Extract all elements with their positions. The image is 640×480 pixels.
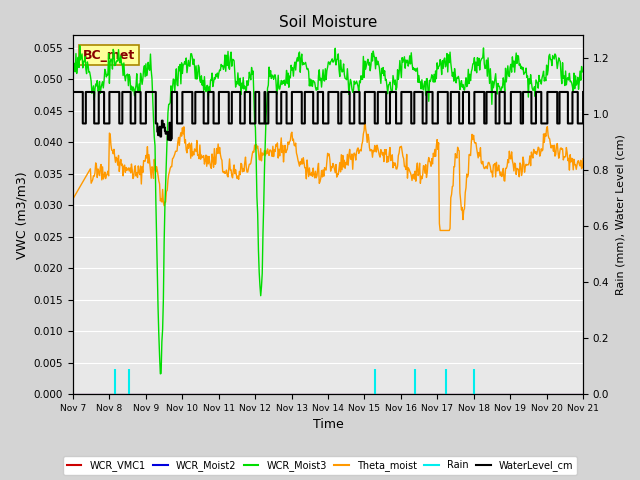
WaterLevel_cm <box>166 137 174 143</box>
Line: WCR_Moist3: WCR_Moist3 <box>73 46 583 374</box>
Theta_moist <box>152 169 159 175</box>
WCR_Moist3 <box>500 81 508 86</box>
WCR_Moist2 <box>83 391 91 397</box>
WCR_Moist3 <box>153 231 161 237</box>
WCR_VMC1 <box>152 391 159 397</box>
WCR_Moist3 <box>533 79 541 84</box>
WCR_Moist2 <box>499 391 506 397</box>
WCR_Moist2 <box>531 391 539 397</box>
WCR_Moist2 <box>152 391 159 397</box>
Theta_moist <box>69 196 77 202</box>
WCR_VMC1 <box>579 391 587 397</box>
WCR_Moist2 <box>236 391 243 397</box>
Theta_moist <box>236 168 243 174</box>
Theta_moist <box>579 156 587 162</box>
Line: WaterLevel_cm: WaterLevel_cm <box>73 92 583 140</box>
Legend: WCR_VMC1, WCR_Moist2, WCR_Moist3, Theta_moist, Rain, WaterLevel_cm: WCR_VMC1, WCR_Moist2, WCR_Moist3, Theta_… <box>63 456 577 475</box>
WaterLevel_cm <box>69 89 77 95</box>
WCR_VMC1 <box>531 391 539 397</box>
Theta_moist <box>83 171 91 177</box>
WaterLevel_cm <box>532 89 540 95</box>
Theta_moist <box>436 228 444 233</box>
Theta_moist <box>533 152 541 157</box>
Text: BC_met: BC_met <box>83 48 135 61</box>
WaterLevel_cm <box>499 89 507 95</box>
X-axis label: Time: Time <box>312 419 344 432</box>
WCR_Moist3 <box>207 77 214 83</box>
WCR_VMC1 <box>499 391 506 397</box>
WCR_Moist2 <box>579 391 587 397</box>
WCR_Moist2 <box>205 391 213 397</box>
WCR_Moist2 <box>69 391 77 397</box>
WCR_VMC1 <box>236 391 243 397</box>
WaterLevel_cm <box>152 120 159 126</box>
Title: Soil Moisture: Soil Moisture <box>279 15 377 30</box>
WaterLevel_cm <box>236 120 244 126</box>
WCR_VMC1 <box>83 391 91 397</box>
WCR_VMC1 <box>69 391 77 397</box>
WCR_Moist3 <box>76 43 84 48</box>
WaterLevel_cm <box>579 89 587 95</box>
Y-axis label: Rain (mm), Water Level (cm): Rain (mm), Water Level (cm) <box>615 134 625 295</box>
Line: Theta_moist: Theta_moist <box>73 119 583 230</box>
Y-axis label: VWC (m3/m3): VWC (m3/m3) <box>15 171 28 259</box>
Theta_moist <box>361 116 369 122</box>
WaterLevel_cm <box>206 89 214 95</box>
Theta_moist <box>205 154 213 159</box>
WCR_Moist3 <box>157 371 164 377</box>
WCR_Moist3 <box>69 62 77 68</box>
Theta_moist <box>500 178 508 183</box>
WCR_VMC1 <box>205 391 213 397</box>
WCR_Moist3 <box>84 62 92 68</box>
WCR_Moist3 <box>237 92 244 97</box>
WCR_Moist3 <box>579 69 587 75</box>
WaterLevel_cm <box>83 89 91 95</box>
